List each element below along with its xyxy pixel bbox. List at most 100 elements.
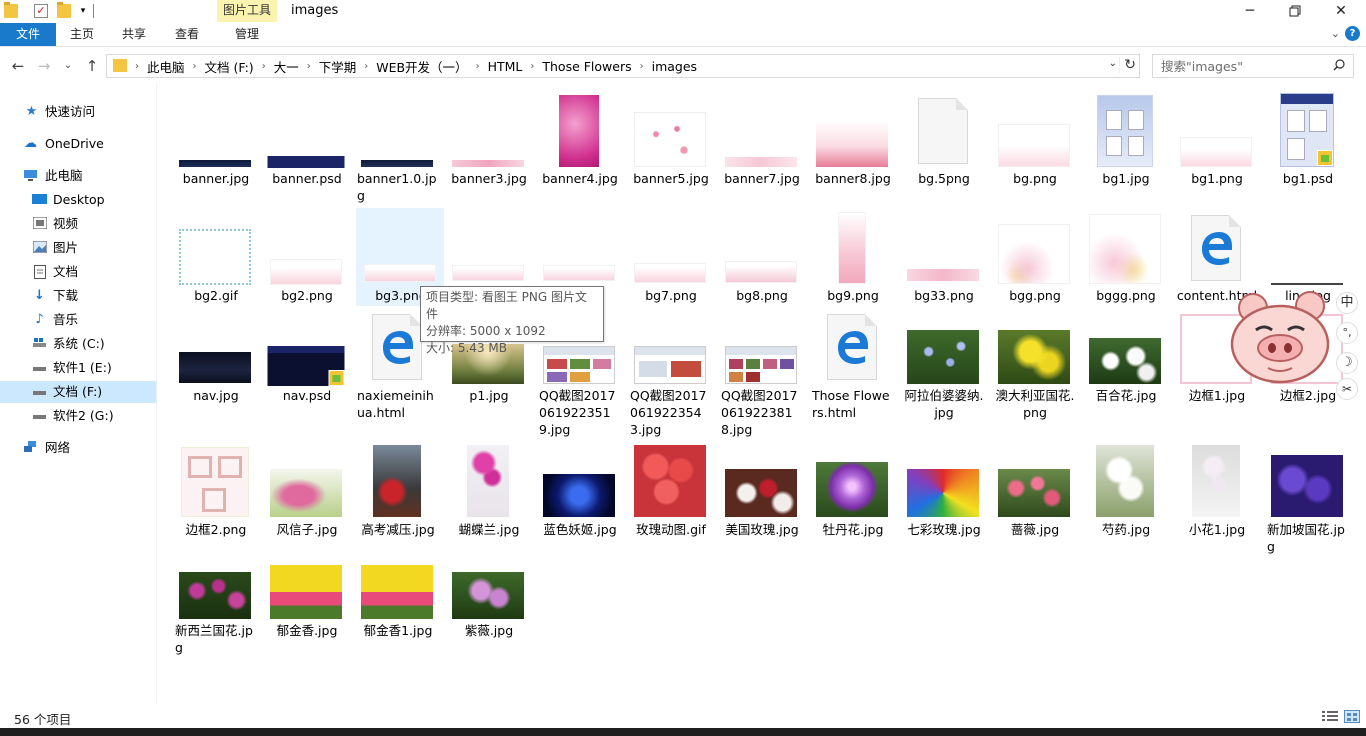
file-tile[interactable]: 边框2.png (171, 444, 259, 554)
chevron-right-icon[interactable]: › (135, 60, 139, 72)
sidebar-item-videos[interactable]: 视频 (0, 213, 156, 235)
search-input[interactable] (1153, 55, 1323, 77)
chevron-right-icon[interactable]: › (639, 60, 644, 72)
pig-mascot-icon[interactable] (1228, 286, 1338, 386)
breadcrumb-item[interactable]: 下学期 (318, 59, 357, 75)
file-tile[interactable]: bg9.png (808, 207, 896, 317)
sidebar-item-drive-c[interactable]: 系统 (C:) (0, 333, 156, 355)
file-tile[interactable]: 美国玫瑰.jpg (717, 444, 805, 554)
sidebar-item-network[interactable]: 网络 (0, 437, 156, 459)
chevron-right-icon[interactable]: › (261, 60, 266, 72)
sidebar-item-pictures[interactable]: 图片 (0, 237, 156, 259)
search-box[interactable] (1152, 54, 1354, 78)
file-tile[interactable]: bg1.jpg (1081, 90, 1169, 200)
tab-home[interactable]: 主页 (69, 27, 94, 41)
refresh-icon[interactable]: ↻ (1119, 57, 1136, 73)
maximize-button[interactable] (1272, 0, 1318, 23)
breadcrumb-item[interactable]: 文档 (F:) (204, 59, 254, 75)
file-tile[interactable]: 牡丹花.jpg (808, 444, 896, 554)
sidebar-item-music[interactable]: ♪ 音乐 (0, 309, 156, 331)
file-tile[interactable]: bg2.gif (171, 207, 259, 317)
sidebar-item-documents[interactable]: 文档 (0, 261, 156, 283)
ime-tools-button[interactable]: ✂ (1336, 378, 1358, 400)
file-tile[interactable]: nav.jpg (171, 314, 259, 424)
file-tile[interactable]: banner1.0.jpg (353, 90, 441, 203)
file-tile[interactable]: 七彩玫瑰.jpg (899, 444, 987, 554)
file-tile[interactable]: 百合花.jpg (1081, 314, 1169, 424)
file-tile[interactable]: Those Flowers.html (808, 314, 896, 424)
file-tile[interactable]: banner5.jpg (626, 90, 714, 200)
customize-quick-access-icon[interactable]: ▾ (80, 6, 86, 16)
ime-punctuation-button[interactable]: °, (1336, 322, 1358, 344)
tab-manage[interactable]: 管理 (234, 27, 259, 41)
sidebar-item-desktop[interactable]: Desktop (0, 189, 156, 211)
file-tile[interactable]: bg33.png (899, 207, 987, 317)
file-tile[interactable]: banner.jpg (171, 90, 259, 200)
file-tile[interactable]: bg8.png (717, 207, 805, 317)
sidebar-item-this-pc[interactable]: 此电脑 (0, 165, 156, 187)
file-tile[interactable]: bg7.png (626, 207, 714, 317)
breadcrumb-item[interactable]: 此电脑 (147, 59, 185, 75)
file-tile[interactable]: bggg.png (1081, 207, 1169, 317)
breadcrumb-item[interactable]: 大一 (273, 59, 299, 75)
file-tile[interactable]: 高考减压.jpg (353, 444, 441, 554)
help-icon[interactable]: ? (1345, 26, 1360, 41)
file-tile[interactable]: bgg.png (990, 207, 1078, 317)
file-tile[interactable]: 芍药.jpg (1081, 444, 1169, 554)
file-tile[interactable]: 新西兰国花.jpg (171, 562, 259, 672)
file-tile[interactable]: QQ截图20170619223543.jpg (626, 314, 714, 437)
ime-language-button[interactable]: 中 (1336, 292, 1358, 314)
file-tile[interactable]: bg.png (990, 90, 1078, 200)
file-tile[interactable]: nav.psd (262, 314, 350, 424)
file-tile[interactable]: banner.psd (262, 90, 350, 200)
properties-icon[interactable]: ✓ (34, 4, 48, 18)
file-tile[interactable] (535, 207, 623, 317)
chevron-right-icon[interactable]: › (364, 60, 369, 72)
file-tile[interactable]: 郁金香.jpg (262, 562, 350, 672)
file-tile[interactable]: banner3.jpg (444, 90, 532, 200)
file-tile[interactable]: 蓝色妖姬.jpg (535, 444, 623, 554)
chevron-down-icon[interactable]: ⌄ (1108, 58, 1117, 69)
sidebar-item-drive-e[interactable]: 软件1 (E:) (0, 357, 156, 379)
breadcrumb-item[interactable]: WEB开发（一） (376, 59, 468, 75)
file-tile[interactable]: banner7.jpg (717, 90, 805, 200)
sidebar-item-downloads[interactable]: ↓ 下载 (0, 285, 156, 307)
search-icon[interactable] (1333, 59, 1345, 71)
tab-file[interactable]: 文件 (0, 23, 56, 46)
file-tile[interactable]: banner4.jpg (535, 90, 623, 200)
file-tile[interactable]: content.html (1172, 207, 1260, 317)
sidebar-item-drive-g[interactable]: 软件2 (G:) (0, 405, 156, 427)
back-button[interactable]: ← (11, 57, 25, 75)
file-tile[interactable]: bg1.png (1172, 90, 1260, 200)
tab-share[interactable]: 共享 (121, 27, 146, 41)
ime-moon-button[interactable]: ☽ (1336, 352, 1358, 374)
breadcrumb-item[interactable]: images (651, 58, 698, 74)
sidebar-item-drive-f[interactable]: 文档 (F:) (0, 381, 156, 403)
file-tile[interactable]: 紫薇.jpg (444, 562, 532, 672)
breadcrumb-item[interactable]: HTML (487, 58, 523, 74)
file-tile[interactable]: bg1.psd (1263, 90, 1351, 200)
close-button[interactable]: ✕ (1335, 3, 1347, 19)
tab-view[interactable]: 查看 (174, 27, 199, 41)
file-tile[interactable]: bg.5png (899, 90, 987, 200)
chevron-right-icon[interactable]: › (475, 60, 480, 72)
file-tile[interactable]: p1.jpg (444, 314, 532, 424)
chevron-right-icon[interactable]: › (306, 60, 311, 72)
chevron-right-icon[interactable]: › (192, 60, 197, 72)
breadcrumb-item[interactable]: Those Flowers (542, 58, 632, 74)
chevron-right-icon[interactable]: › (530, 60, 535, 72)
file-tile[interactable]: 蝴蝶兰.jpg (444, 444, 532, 554)
file-tile[interactable]: 小花1.jpg (1172, 444, 1260, 554)
forward-button[interactable]: → (37, 57, 51, 75)
file-tile[interactable]: 澳大利亚国花.png (990, 314, 1078, 424)
sidebar-item-quick-access[interactable]: ★ 快速访问 (0, 101, 156, 123)
folder-icon[interactable] (4, 2, 18, 18)
minimize-button[interactable]: ─ (1245, 3, 1255, 19)
up-button[interactable]: ↑ (85, 57, 99, 75)
large-icons-view-icon[interactable] (1344, 710, 1360, 723)
sidebar-item-onedrive[interactable]: ☁ OneDrive (0, 133, 156, 155)
address-bar[interactable]: › 此电脑 › 文档 (F:) › 大一 › 下学期 › WEB开发（一） › … (106, 54, 1140, 78)
recent-locations-button[interactable]: ⌄ (63, 60, 73, 71)
file-tile[interactable]: QQ截图20170619223818.jpg (717, 314, 805, 437)
file-tile[interactable]: 新加坡国花.jpg (1263, 444, 1351, 554)
